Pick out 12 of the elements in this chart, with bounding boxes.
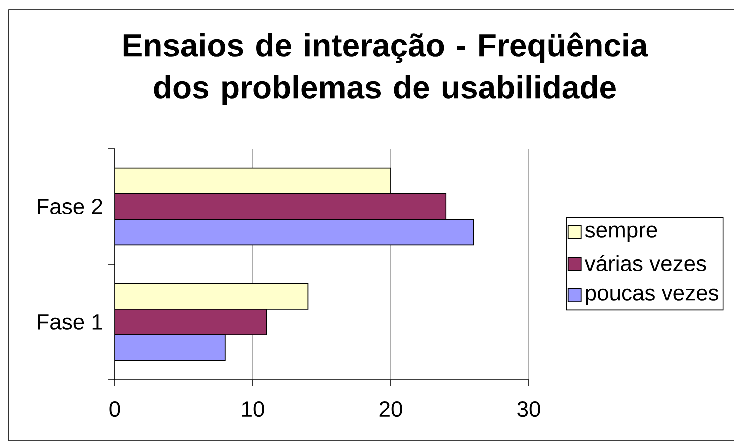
x-tick-label: 10 (242, 402, 264, 418)
bar (115, 193, 447, 220)
legend-label: várias vezes (584, 255, 706, 272)
chart-title: Ensaios de interação - Freqüência dos problemas de usabilidade (124, 32, 648, 106)
legend-label: poucas vezes (586, 288, 719, 306)
x-tick-label: 0 (110, 402, 120, 418)
x-tick-label: 20 (380, 402, 402, 418)
y-tick-label: Fase 2 (38, 198, 102, 215)
y-tick-label: Fase 1 (38, 314, 102, 330)
x-tick-label: 30 (518, 402, 540, 418)
legend-label: sempre (585, 226, 658, 242)
bar (115, 308, 268, 336)
